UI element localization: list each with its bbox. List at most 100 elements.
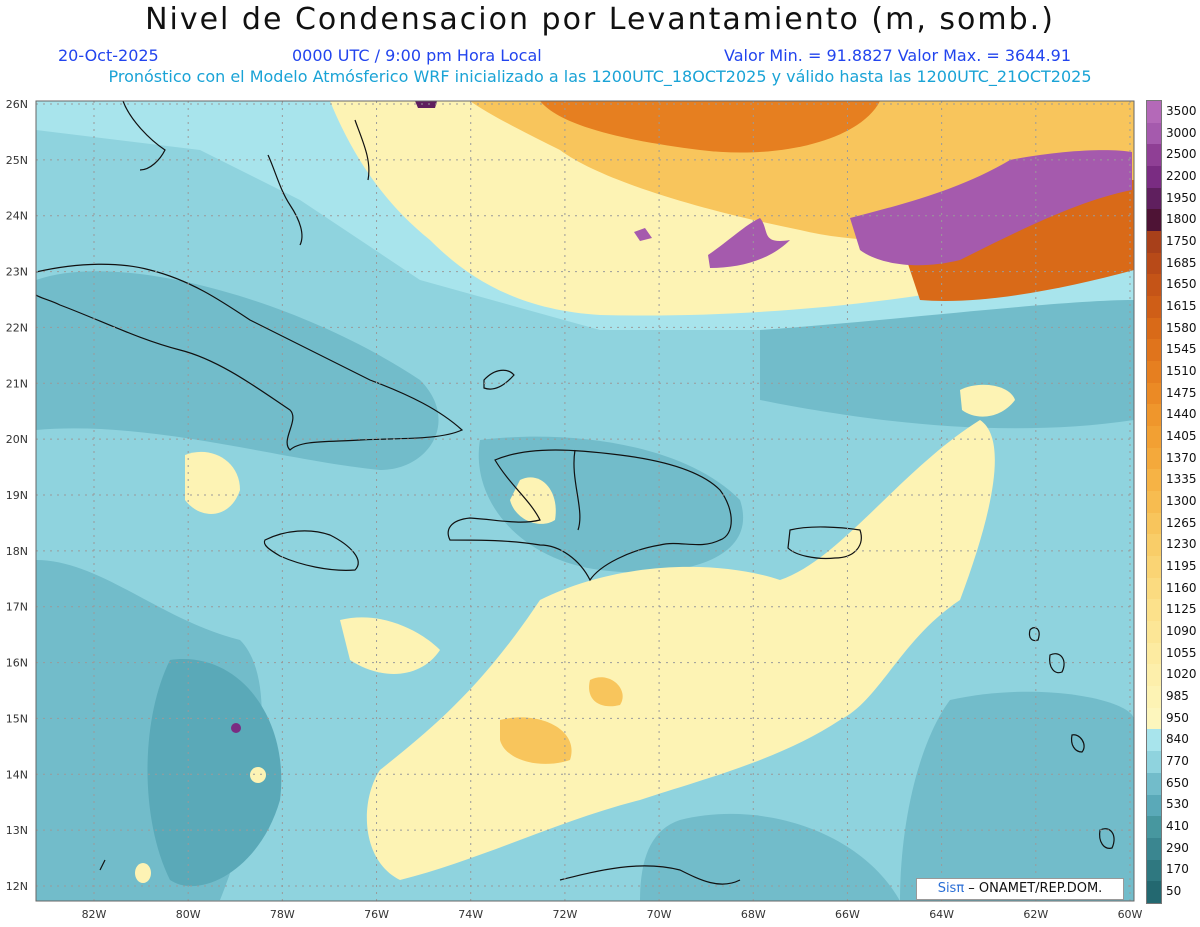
lat-label: 14N — [6, 768, 28, 781]
lesser-antilles-1 — [1049, 653, 1065, 674]
colorbar-label: 1475 — [1166, 385, 1197, 400]
colorbar-label: 1750 — [1166, 233, 1197, 248]
jamaica-outline — [263, 530, 359, 571]
colorbar-label: 1090 — [1166, 624, 1197, 639]
lesser-antilles-2 — [1070, 734, 1085, 753]
lat-label: 19N — [6, 489, 28, 502]
lat-label: 16N — [6, 657, 28, 670]
colorbar-swatch — [1147, 512, 1161, 535]
colorbar-label: 1615 — [1166, 298, 1197, 313]
credit-org: – ONAMET/REP.DOM. — [964, 881, 1103, 896]
colorbar-label: 985 — [1166, 689, 1189, 704]
venezuela-coast — [559, 865, 741, 885]
colorbar-swatch — [1147, 296, 1161, 318]
field-teal-se — [900, 691, 1134, 901]
colorbar-swatch — [1147, 187, 1161, 210]
field-yellow-patch4 — [510, 477, 556, 524]
field-yellow-patch1 — [340, 617, 440, 674]
colorbar-swatch — [1147, 122, 1161, 145]
colorbar-swatch — [1147, 534, 1161, 557]
colorbar-swatch — [1147, 707, 1161, 730]
field-teal-s — [640, 813, 900, 901]
hispaniola-outline — [447, 449, 732, 582]
trinidad-outline — [1099, 828, 1115, 849]
colorbar-label: 1545 — [1166, 342, 1197, 357]
colorbar-label: 1230 — [1166, 537, 1197, 552]
colorbar — [1146, 100, 1162, 904]
lat-label: 13N — [6, 824, 28, 837]
lon-label: 72W — [552, 908, 577, 921]
colorbar-swatch — [1147, 382, 1161, 405]
lon-label: 80W — [176, 908, 201, 921]
field-teal-hispaniola — [478, 436, 744, 573]
latitude-labels: 26N 25N 24N 23N 22N 21N 20N 19N 18N 17N 16N 15N 14N 1… — [6, 98, 28, 893]
field-spot1 — [231, 723, 241, 733]
colorbar-swatch — [1147, 859, 1161, 882]
colorbar-swatch — [1147, 252, 1161, 275]
colorbar-label: 1950 — [1166, 190, 1197, 205]
colorbar-swatch — [1147, 642, 1161, 665]
lat-label: 23N — [6, 266, 28, 279]
colorbar-label: 170 — [1166, 862, 1189, 877]
lon-label: 64W — [929, 908, 954, 921]
colorbar-swatch — [1147, 231, 1161, 253]
colorbar-swatch — [1147, 144, 1161, 167]
field-yellow-patch2 — [185, 451, 240, 514]
credit-box: Sisπ – ONAMET/REP.DOM. — [916, 878, 1124, 900]
field-orange-patch2 — [589, 677, 623, 707]
lat-label: 20N — [6, 433, 28, 446]
colorbar-label: 650 — [1166, 775, 1189, 790]
colorbar-swatch — [1147, 881, 1161, 903]
field-purple-east — [850, 150, 1132, 266]
colorbar-swatch — [1147, 426, 1161, 448]
colorbar-label: 2500 — [1166, 147, 1197, 162]
colorbar-swatch — [1147, 404, 1161, 427]
model-description: Pronóstico con el Modelo Atmósferico WRF… — [108, 67, 1092, 86]
min-max-values: Valor Min. = 91.8827 Valor Max. = 3644.9… — [724, 46, 1072, 65]
colorbar-swatch — [1147, 447, 1161, 470]
lon-label: 66W — [835, 908, 860, 921]
colorbar-label: 1800 — [1166, 212, 1197, 227]
field-spot3 — [135, 863, 151, 883]
colorbar-swatch — [1147, 339, 1161, 362]
colorbar-label: 1685 — [1166, 255, 1197, 270]
colorbar-label: 1125 — [1166, 602, 1197, 617]
lat-label: 25N — [6, 154, 28, 167]
colorbar-label: 840 — [1166, 732, 1189, 747]
graticule — [36, 101, 1134, 901]
colorbar-swatch — [1147, 101, 1161, 123]
lat-label: 21N — [6, 377, 28, 390]
lon-label: 74W — [458, 908, 483, 921]
field-purple-mid — [708, 218, 790, 268]
forecast-date: 20-Oct-2025 — [58, 46, 159, 65]
colorbar-swatch — [1147, 599, 1161, 622]
lat-label: 17N — [6, 601, 28, 614]
lon-label: 76W — [364, 908, 389, 921]
lat-label: 12N — [6, 880, 28, 893]
colorbar-swatch — [1147, 361, 1161, 383]
lon-label: 78W — [270, 908, 295, 921]
colorbar-label: 1160 — [1166, 580, 1197, 595]
lon-label: 82W — [82, 908, 107, 921]
map-title: Nivel de Condensacion por Levantamiento … — [145, 2, 1055, 37]
shaded-field — [36, 101, 1134, 901]
field-plum-top — [415, 101, 437, 108]
colorbar-swatch — [1147, 209, 1161, 232]
field-yellow-patch3 — [960, 384, 1015, 417]
colorbar-label: 1020 — [1166, 667, 1197, 682]
colorbar-label: 1265 — [1166, 515, 1197, 530]
colorbar-label: 1510 — [1166, 363, 1197, 378]
colorbar-swatch — [1147, 556, 1161, 578]
field-purple-small — [634, 228, 652, 241]
longitude-labels: 82W 80W 78W 76W 74W 72W 70W 68W 66W 64W 62W 60W — [82, 908, 1143, 921]
field-spot2 — [250, 767, 266, 783]
colorbar-swatch — [1147, 621, 1161, 643]
lat-label: 26N — [6, 98, 28, 111]
field-teal-ne — [760, 300, 1134, 429]
colorbar-label: 1300 — [1166, 494, 1197, 508]
colorbar-swatch — [1147, 166, 1161, 188]
map-frame — [35, 100, 1135, 902]
colorbar-swatch — [1147, 664, 1161, 687]
bahamas-outline2 — [354, 119, 370, 181]
